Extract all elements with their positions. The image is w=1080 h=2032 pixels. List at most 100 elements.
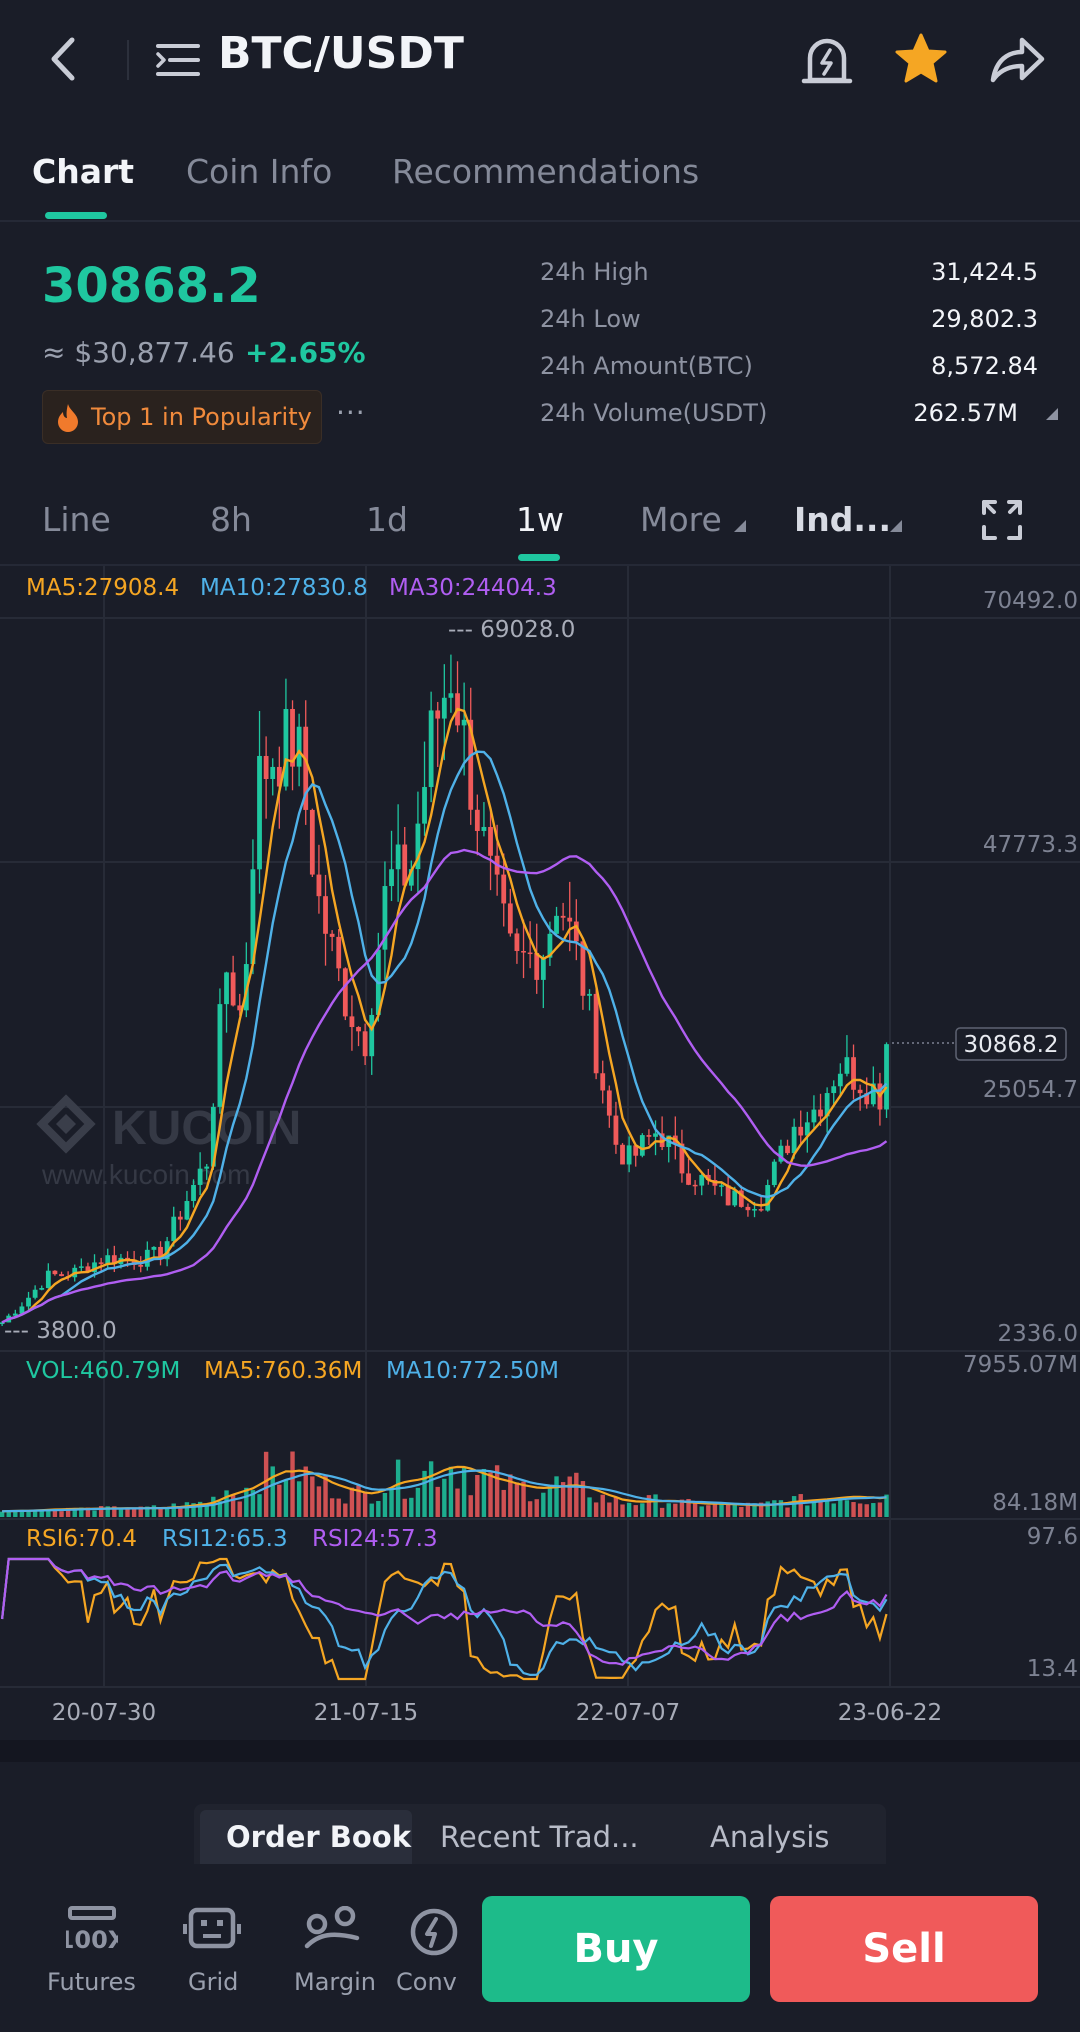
back-arrow-icon[interactable] [48,36,78,82]
candle-body [191,1184,196,1202]
stat-value-24h-high: 31,424.5 [931,258,1038,286]
volume-bar [574,1472,579,1517]
timeframe-8h[interactable]: 8h [210,500,252,539]
volume-bar [65,1507,71,1517]
timeframe-line[interactable]: Line [42,500,111,539]
main-tabs: Chart Coin Info Recommendations [0,140,1080,222]
timeframe-1d[interactable]: 1d [366,500,408,539]
margin-button[interactable] [282,1905,382,1958]
star-favorite-icon[interactable] [894,32,948,86]
volume-bar [844,1500,850,1517]
volume-bar [580,1481,586,1517]
candle-body [448,693,454,698]
candle-body [26,1297,31,1307]
candle-body [217,1004,223,1107]
candle-body [428,710,434,788]
indicators-button[interactable]: Ind... [794,500,892,539]
volume-bar [435,1486,440,1517]
tab-order-book[interactable]: Order Book [226,1820,412,1854]
volume-bar [527,1501,533,1517]
volume-bar [250,1490,256,1517]
timeframe-more[interactable]: More [640,500,722,539]
volume-bar [217,1501,223,1517]
candle-body [356,1027,361,1032]
grid-label: Grid [188,1968,239,1996]
candle-body [818,1109,823,1117]
price-axis-label-0: 70492.0 [983,588,1078,614]
fullscreen-icon[interactable] [982,500,1022,540]
candle-body [395,844,401,870]
volume-bar [257,1494,262,1517]
tab-coin-info[interactable]: Coin Info [186,152,333,191]
volume-bar [593,1502,599,1517]
rsi12-legend: RSI12:65.3 [162,1526,288,1552]
candle-body [422,787,427,824]
popularity-badge[interactable]: Top 1 in Popularity [42,390,322,444]
svg-text:100X: 100X [66,1926,118,1954]
tab-analysis[interactable]: Analysis [710,1820,830,1854]
current-price-value: 30868.2 [963,1032,1058,1058]
volume-bar [336,1498,341,1517]
candle-body [230,972,236,1006]
candle-body [389,869,394,887]
volume-bar [171,1503,176,1517]
timeframe-1w[interactable]: 1w [516,500,564,539]
popularity-badge-label: Top 1 in Popularity [91,403,312,431]
candle-body [210,1106,216,1167]
candle-body [369,1014,375,1057]
candle-body [98,1262,104,1264]
grid-bot-icon [183,1907,241,1949]
volume-bar [329,1498,335,1517]
high-marker-label: --- 69028.0 [448,617,575,643]
candle-body [745,1206,751,1211]
sell-button[interactable]: Sell [770,1896,1038,2002]
volume-bar [785,1507,790,1517]
grid-button[interactable] [162,1906,262,1958]
trading-pair-title[interactable]: BTC/USDT [218,28,464,79]
tab-chart[interactable]: Chart [32,152,135,191]
volume-bar [481,1468,487,1517]
volume-bar [13,1510,18,1517]
candle-body [19,1306,25,1314]
candle-body [164,1241,170,1260]
candle-body [0,1322,5,1325]
candle-body [78,1266,84,1268]
candle-body [705,1174,711,1180]
share-arrow-icon[interactable] [988,32,1046,86]
volume-bar [864,1504,869,1517]
last-price: 30868.2 [42,258,261,314]
volume-bar [725,1502,731,1517]
x-tick-1: 21-07-15 [314,1700,418,1726]
volume-bar [158,1508,163,1517]
ma5-line [1,707,888,1324]
tab-recent-trades[interactable]: Recent Trad... [440,1820,639,1854]
price-candles [0,654,889,1327]
tab-active-indicator [45,212,107,219]
tab-recommendations[interactable]: Recommendations [392,152,700,191]
candle-body [441,697,447,719]
candle-body [85,1266,91,1273]
candle-body [481,826,487,831]
volume-bar [468,1495,473,1517]
volume-bar [52,1508,58,1517]
candle-body [864,1093,870,1105]
candle-body [177,1216,183,1220]
volume-bar [877,1502,883,1517]
menu-lines-icon[interactable] [156,40,200,80]
volume-bar [653,1494,658,1517]
buy-button[interactable]: Buy [482,1896,750,2002]
candle-body [527,952,533,955]
candle-body [283,709,289,787]
futures-button[interactable]: 100X [42,1906,142,1958]
candle-body [415,823,421,870]
more-options-button[interactable]: ··· [336,396,366,429]
candlestick-chart[interactable]: KUCOIN www.kucoin.com MA5:27908.4 MA10:2… [0,566,1080,1740]
price-alert-bell-icon[interactable] [800,32,854,88]
candle-body [824,1093,830,1117]
volume-bar [857,1503,863,1517]
volume-bar [376,1501,381,1517]
candle-body [791,1126,797,1154]
vol-axis-bottom: 84.18M [992,1490,1078,1516]
candle-body [342,968,348,1017]
convert-button[interactable] [392,1906,476,1962]
